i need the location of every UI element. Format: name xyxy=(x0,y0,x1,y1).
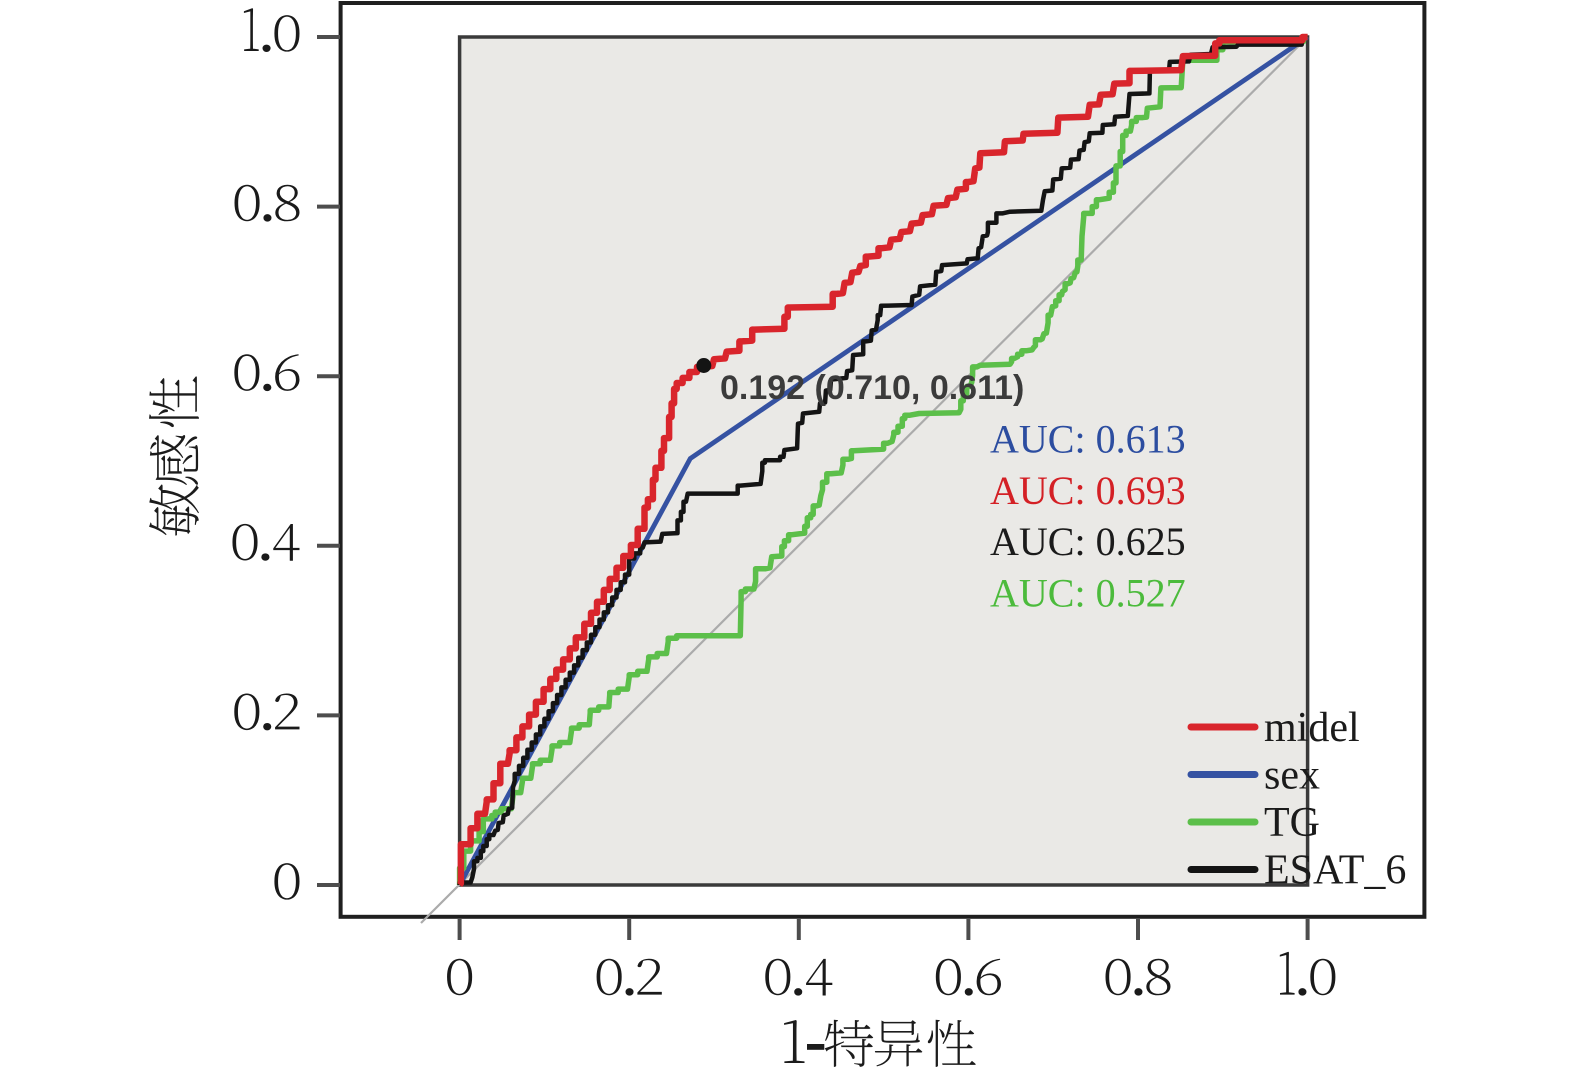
svg-text:ESAT_6: ESAT_6 xyxy=(1264,848,1406,894)
svg-text:AUC: 0.693: AUC: 0.693 xyxy=(990,468,1186,513)
svg-text:AUC: 0.625: AUC: 0.625 xyxy=(990,519,1186,564)
svg-text:TG: TG xyxy=(1264,800,1320,846)
svg-text:AUC: 0.527: AUC: 0.527 xyxy=(990,571,1186,616)
svg-text:0.192 (0.710, 0.611): 0.192 (0.710, 0.611) xyxy=(720,369,1024,407)
svg-text:AUC: 0.613: AUC: 0.613 xyxy=(990,417,1186,462)
svg-text:midel: midel xyxy=(1264,705,1360,751)
svg-text:sex: sex xyxy=(1264,753,1320,799)
